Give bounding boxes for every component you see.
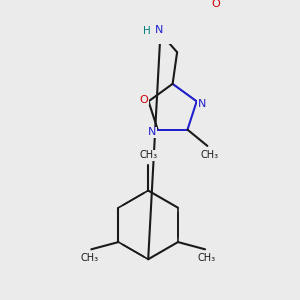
Text: CH₃: CH₃ [139,150,157,160]
Text: N: N [155,25,163,34]
Text: CH₃: CH₃ [80,253,99,263]
Text: H: H [142,26,150,36]
Text: O: O [212,0,220,9]
Text: N: N [198,99,206,109]
Text: CH₃: CH₃ [198,253,216,263]
Text: N: N [148,128,157,137]
Text: O: O [140,94,148,104]
Text: CH₃: CH₃ [200,150,218,160]
